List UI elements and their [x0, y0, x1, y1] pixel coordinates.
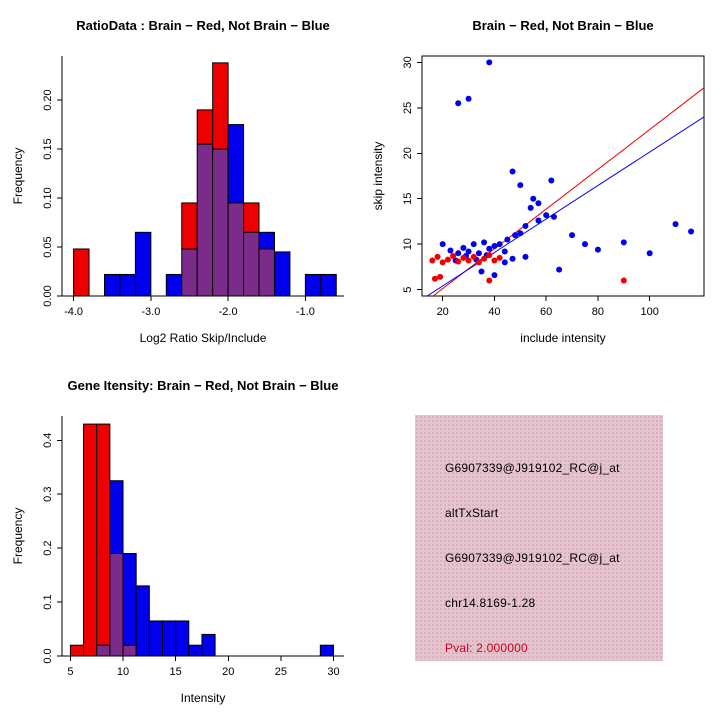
svg-text:5: 5 [67, 666, 73, 678]
svg-text:100: 100 [640, 306, 658, 318]
location-line: chr14.8169-1.28 [445, 596, 536, 610]
svg-text:15: 15 [170, 666, 182, 678]
gene-histogram-panel: Gene Itensity: Brain − Red, Not Brain − … [0, 360, 360, 720]
svg-text:-4.0: -4.0 [64, 306, 83, 318]
svg-text:5: 5 [402, 287, 414, 293]
pval-line: Pval: 2.000000 [445, 641, 528, 655]
svg-text:20: 20 [437, 306, 449, 318]
svg-text:20: 20 [402, 147, 414, 159]
points-red [429, 252, 627, 284]
svg-text:0.20: 0.20 [42, 89, 54, 110]
histogram-bars [69, 423, 334, 657]
svg-text:60: 60 [540, 306, 552, 318]
svg-text:30: 30 [327, 666, 339, 678]
probe-id-line: G6907339@J919102_RC@j_at [445, 461, 620, 475]
svg-text:25: 25 [275, 666, 287, 678]
svg-text:25: 25 [402, 102, 414, 114]
svg-text:Intensity: Intensity [181, 691, 226, 705]
svg-text:0.05: 0.05 [42, 236, 54, 257]
gene-info-panel: G6907339@J919102_RC@j_at altTxStart G690… [415, 415, 663, 661]
svg-text:15: 15 [402, 193, 414, 205]
svg-text:0.15: 0.15 [42, 138, 54, 159]
svg-text:-2.0: -2.0 [219, 306, 238, 318]
svg-text:0.0: 0.0 [42, 648, 54, 663]
fit-lines [426, 87, 704, 296]
info-quadrant: G6907339@J919102_RC@j_at altTxStart G690… [360, 360, 720, 720]
svg-text:20: 20 [222, 666, 234, 678]
svg-text:80: 80 [592, 306, 604, 318]
svg-text:Gene Itensity: Brain − Red, No: Gene Itensity: Brain − Red, Not Brain − … [68, 378, 339, 393]
svg-text:Frequency: Frequency [11, 508, 25, 565]
probe-id-line-2: G6907339@J919102_RC@j_at [445, 551, 620, 565]
ratio-histogram-panel: RatioData : Brain − Red, Not Brain − Blu… [0, 0, 360, 360]
points-blue [439, 59, 695, 279]
svg-text:include intensity: include intensity [520, 331, 605, 345]
svg-text:0.10: 0.10 [42, 187, 54, 208]
svg-text:Frequency: Frequency [11, 148, 25, 205]
svg-text:10: 10 [402, 238, 414, 250]
svg-text:0.00: 0.00 [42, 285, 54, 306]
svg-text:Log2 Ratio Skip/Include: Log2 Ratio Skip/Include [140, 331, 267, 345]
svg-text:0.2: 0.2 [42, 540, 54, 555]
intensity-scatter-chart: Brain − Red, Not Brain − Blue include int… [371, 18, 705, 345]
svg-text:Brain − Red, Not Brain − Blue: Brain − Red, Not Brain − Blue [472, 18, 653, 33]
svg-text:10: 10 [117, 666, 129, 678]
scatter-panel: Brain − Red, Not Brain − Blue include int… [360, 0, 720, 360]
svg-text:30: 30 [402, 56, 414, 68]
svg-text:40: 40 [488, 306, 500, 318]
svg-text:-1.0: -1.0 [296, 306, 315, 318]
ratio-histogram-chart: RatioData : Brain − Red, Not Brain − Blu… [11, 18, 344, 345]
histogram-bars [73, 62, 337, 297]
svg-text:0.3: 0.3 [42, 487, 54, 502]
svg-text:RatioData : Brain − Red, Not B: RatioData : Brain − Red, Not Brain − Blu… [76, 18, 330, 33]
event-type-line: altTxStart [445, 506, 499, 520]
svg-text:-3.0: -3.0 [141, 306, 160, 318]
svg-text:skip intensity: skip intensity [371, 142, 385, 211]
svg-text:0.4: 0.4 [42, 433, 54, 448]
gene-intensity-histogram-chart: Gene Itensity: Brain − Red, Not Brain − … [11, 378, 344, 705]
svg-text:0.1: 0.1 [42, 594, 54, 609]
